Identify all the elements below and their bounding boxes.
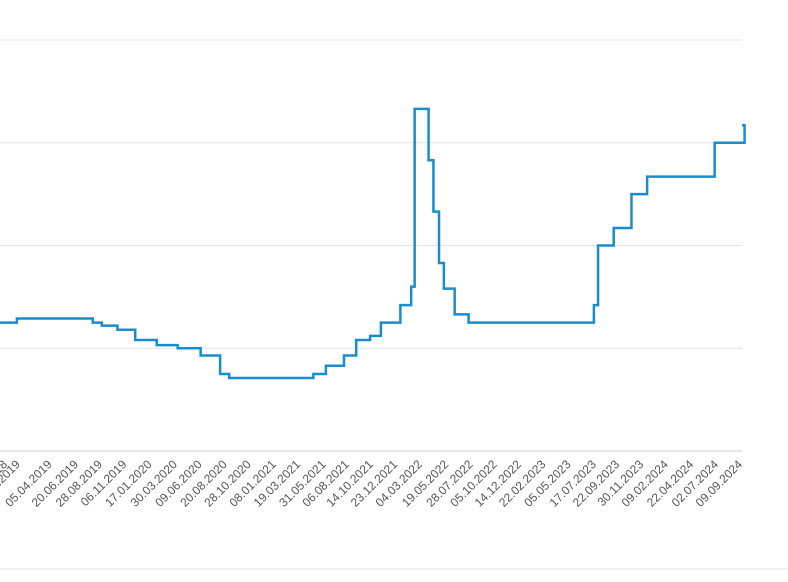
x-axis-tick-labels: 28.11.201804.01.201905.04.201920.06.2019… (0, 457, 745, 510)
series-layer (0, 107, 746, 380)
series-line (0, 107, 746, 380)
grid-lines (0, 39, 742, 452)
